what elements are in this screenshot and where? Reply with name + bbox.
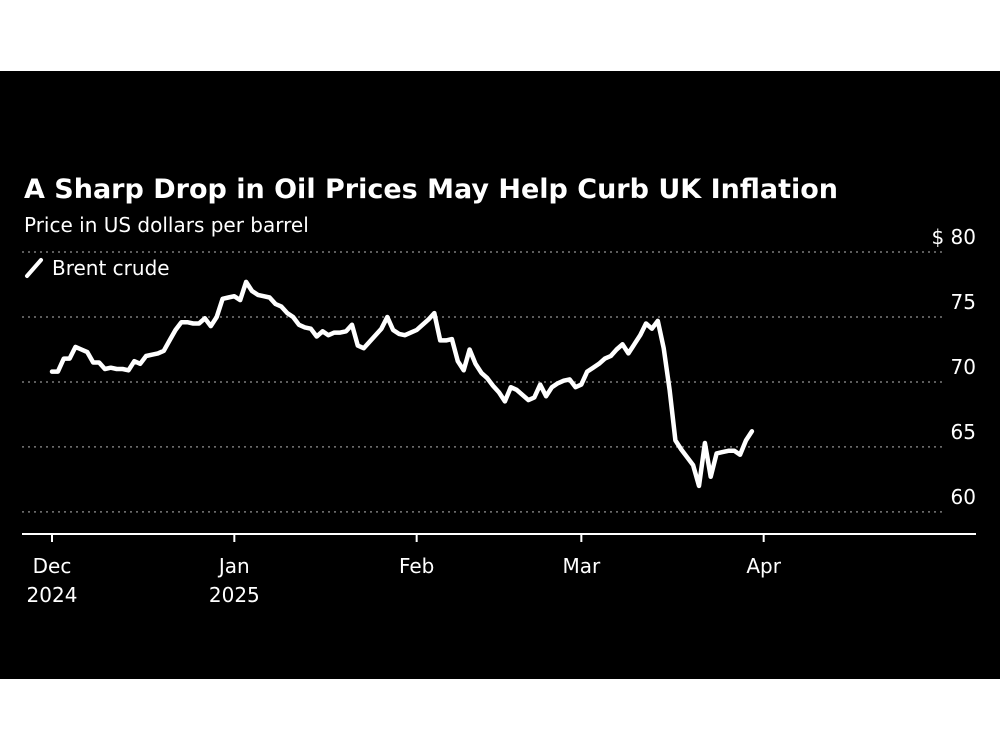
chart-panel: A Sharp Drop in Oil Prices May Help Curb… <box>0 71 1000 727</box>
legend: Brent crude <box>24 256 170 280</box>
y-tick-label-70: 70 <box>951 355 976 379</box>
y-tick-label-65: 65 <box>951 420 976 444</box>
y-tick-label-60: 60 <box>951 485 976 509</box>
x-tick-label-apr: Apr <box>746 554 781 578</box>
chart-title: A Sharp Drop in Oil Prices May Help Curb… <box>24 174 839 205</box>
y-tick-label-80: $ 80 <box>931 225 976 249</box>
x-tick-label-feb: Feb <box>399 554 434 578</box>
legend-line-icon <box>25 258 43 278</box>
legend-label: Brent crude <box>52 256 170 280</box>
x-tick-label-dec: Dec <box>33 554 72 578</box>
x-tick-year-2024: 2024 <box>27 583 78 607</box>
source-note: Source: Bloomberg <box>24 703 215 727</box>
y-tick-label-75: 75 <box>951 290 976 314</box>
bloomberg-logo: Bloomberg <box>844 701 970 725</box>
series-line-brent-crude <box>49 279 755 489</box>
x-tick-label-mar: Mar <box>562 554 601 578</box>
x-tick-year-2025: 2025 <box>209 583 260 607</box>
x-tick-label-jan: Jan <box>217 554 250 578</box>
chart-subtitle: Price in US dollars per barrel <box>24 213 309 237</box>
